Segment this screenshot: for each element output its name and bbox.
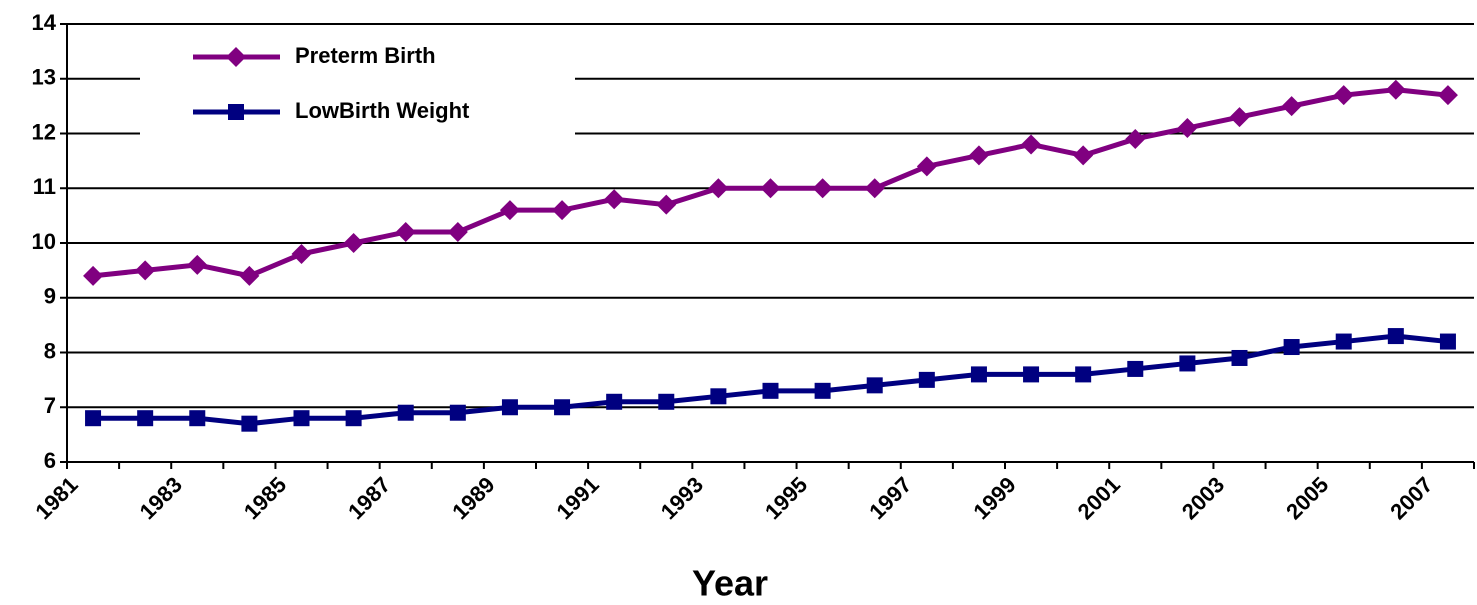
marker — [1127, 360, 1144, 377]
marker — [1231, 349, 1248, 366]
marker — [137, 410, 154, 427]
legend-marker — [228, 104, 244, 120]
marker — [552, 200, 573, 221]
marker — [189, 410, 206, 427]
legend-label: Preterm Birth — [295, 43, 436, 68]
marker — [1333, 85, 1354, 106]
y-tick-label: 9 — [44, 284, 56, 309]
x-tick-label: 1983 — [135, 472, 187, 524]
marker — [1385, 79, 1406, 100]
x-tick-label: 2001 — [1073, 472, 1125, 524]
marker — [812, 178, 833, 199]
marker — [1023, 366, 1040, 383]
x-tick-label: 1987 — [343, 472, 395, 524]
y-tick-label: 7 — [44, 393, 56, 418]
y-tick-label: 11 — [33, 174, 56, 199]
marker — [291, 243, 312, 264]
x-tick-label: 2005 — [1281, 472, 1333, 524]
marker — [762, 382, 779, 399]
x-tick-label: 1991 — [552, 472, 604, 524]
marker — [1073, 145, 1094, 166]
x-tick-label: 1995 — [760, 472, 812, 524]
marker — [604, 189, 625, 210]
marker — [83, 265, 104, 286]
marker — [1387, 328, 1404, 345]
marker — [135, 260, 156, 281]
marker — [1281, 96, 1302, 117]
marker — [1439, 333, 1456, 350]
marker — [760, 178, 781, 199]
marker — [395, 222, 416, 243]
x-tick-label: 1993 — [656, 472, 708, 524]
marker — [970, 366, 987, 383]
marker — [239, 265, 260, 286]
marker — [1283, 339, 1300, 356]
legend: Preterm Birth LowBirth Weight — [140, 30, 575, 136]
legend-label: LowBirth Weight — [295, 98, 470, 123]
marker — [293, 410, 310, 427]
x-tick-label: 1985 — [239, 472, 291, 524]
x-axis-label: Year — [692, 563, 768, 604]
marker — [1021, 134, 1042, 155]
legend-background — [140, 30, 575, 136]
marker — [606, 393, 623, 410]
marker — [343, 233, 364, 253]
marker — [449, 404, 466, 421]
marker — [501, 399, 518, 416]
x-tick-label: 2003 — [1177, 472, 1229, 524]
marker — [658, 393, 675, 410]
x-tick-label: 1997 — [864, 472, 916, 524]
marker — [1075, 366, 1092, 383]
marker — [345, 410, 362, 427]
marker — [708, 178, 729, 199]
x-tick-label: 1999 — [968, 472, 1020, 524]
x-tick-label: 2007 — [1385, 472, 1437, 524]
marker — [968, 145, 989, 166]
marker — [710, 388, 727, 405]
x-tick-label: 1989 — [447, 472, 499, 524]
marker — [656, 194, 677, 215]
marker — [1437, 85, 1458, 106]
marker — [397, 404, 414, 421]
marker — [499, 200, 520, 221]
y-tick-label: 10 — [32, 229, 56, 254]
marker — [1179, 355, 1196, 372]
y-tick-label: 14 — [32, 10, 57, 35]
marker — [1335, 333, 1352, 350]
x-tick-label: 1981 — [30, 472, 82, 524]
marker — [1177, 118, 1198, 139]
marker — [864, 178, 885, 199]
marker — [187, 254, 208, 275]
marker — [447, 222, 468, 243]
marker — [1229, 107, 1250, 128]
marker — [814, 382, 831, 399]
marker — [85, 410, 102, 427]
y-tick-label: 8 — [44, 338, 56, 363]
marker — [866, 377, 883, 394]
marker — [241, 415, 258, 432]
y-tick-label: 12 — [32, 119, 56, 144]
y-tick-label: 13 — [32, 65, 56, 90]
marker — [916, 156, 937, 177]
marker — [1125, 128, 1146, 149]
y-tick-label: 6 — [44, 448, 56, 473]
marker — [918, 371, 935, 388]
marker — [554, 399, 571, 416]
legend-marker — [226, 47, 246, 67]
